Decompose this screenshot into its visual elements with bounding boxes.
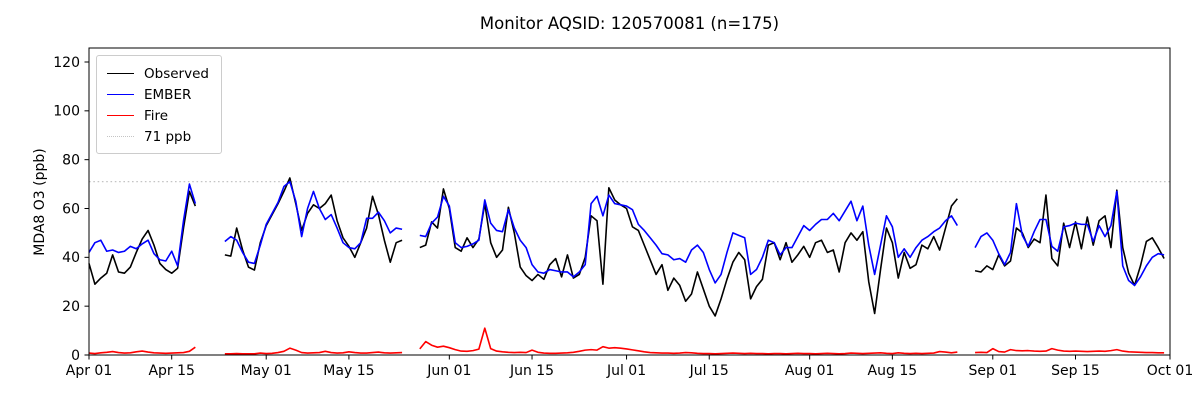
y-tick-label: 60 (62, 201, 80, 217)
observed-line-swatch (107, 73, 134, 74)
x-tick-label: May 01 (241, 363, 292, 379)
threshold-line-swatch (107, 136, 134, 137)
y-tick-label: 100 (53, 104, 80, 120)
legend-label-threshold: 71 ppb (144, 128, 192, 145)
legend-label-observed: Observed (144, 65, 209, 82)
x-tick-label: May 15 (323, 363, 374, 379)
x-tick-label: Aug 15 (868, 363, 918, 379)
plot-border (88, 47, 1171, 356)
x-tick-label: Jun 15 (509, 363, 554, 379)
legend-label-ember: EMBER (144, 86, 192, 103)
x-tick-label: Apr 15 (148, 363, 194, 379)
legend-item-threshold: 71 ppb (107, 126, 209, 147)
x-tick-label: Oct 01 (1147, 363, 1193, 379)
y-tick-label: 120 (53, 55, 80, 71)
chart-title: Monitor AQSID: 120570081 (n=175) (479, 14, 780, 33)
x-tick-label: Jun 01 (426, 363, 471, 379)
x-tick-label: Apr 01 (66, 363, 112, 379)
observed-series-line (88, 177, 1165, 317)
y-tick-label: 80 (62, 152, 80, 168)
legend-item-observed: Observed (107, 63, 209, 84)
x-tick-label: Sep 01 (968, 363, 1017, 379)
legend: Observed EMBER Fire 71 ppb (96, 55, 222, 154)
y-tick-label: 40 (62, 250, 80, 266)
x-tick-label: Jul 01 (606, 363, 646, 379)
y-tick-label: 0 (71, 348, 80, 364)
y-tick-label: 20 (62, 299, 80, 315)
legend-item-fire: Fire (107, 105, 209, 126)
fire-line-swatch (107, 115, 134, 116)
ember-line-swatch (107, 94, 134, 95)
fire-series-line (88, 327, 1165, 355)
x-tick-label: Jul 15 (689, 363, 729, 379)
x-tick-label: Aug 01 (785, 363, 835, 379)
legend-item-ember: EMBER (107, 84, 209, 105)
legend-label-fire: Fire (144, 107, 169, 124)
x-tick-label: Sep 15 (1051, 363, 1100, 379)
ember-series-line (88, 180, 1165, 287)
